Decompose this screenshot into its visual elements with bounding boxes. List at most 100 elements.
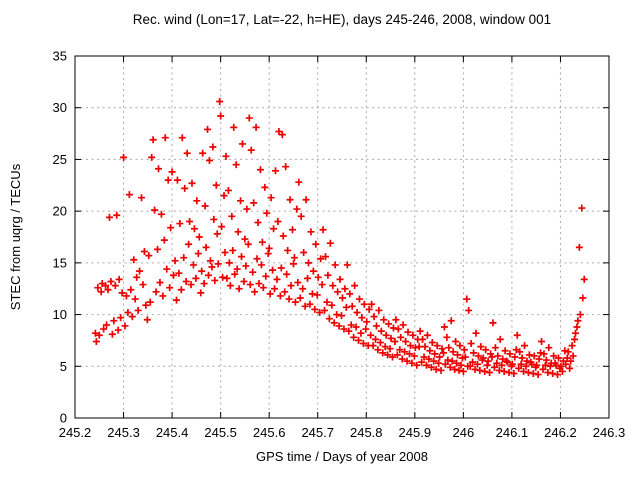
point-marker [163,265,171,273]
point-marker [459,367,467,375]
point-marker [316,309,324,317]
point-marker [277,264,285,272]
point-marker [306,300,314,308]
point-marker [143,316,151,324]
point-marker [479,354,487,362]
point-marker [308,290,316,298]
point-marker [226,282,234,290]
point-marker [172,296,180,304]
point-marker [210,215,218,223]
point-marker [389,324,397,332]
point-marker [125,191,133,199]
point-marker [178,134,186,142]
point-marker [336,275,344,283]
point-marker [233,265,241,273]
point-marker [219,273,227,281]
point-marker [261,183,269,191]
point-marker [245,114,253,122]
point-marker [289,260,297,268]
point-marker [384,351,392,359]
point-marker [284,246,292,254]
point-marker [372,322,380,330]
point-marker [347,321,355,329]
point-marker [425,355,433,363]
point-marker [557,362,565,370]
point-marker [149,136,157,144]
point-marker [159,292,167,300]
point-marker [205,271,212,279]
y-tick-label: 0 [60,411,67,426]
point-marker [224,186,232,194]
point-marker [164,176,172,184]
point-marker [317,255,325,263]
point-marker [331,261,339,269]
point-marker [530,352,538,360]
point-marker [167,224,175,232]
point-marker [136,267,144,275]
point-marker [190,225,198,233]
point-marker [185,240,193,248]
point-marker [230,123,238,131]
point-marker [431,350,439,358]
x-tick-label: 245.6 [253,425,286,440]
point-marker [304,274,312,282]
point-marker [247,146,255,154]
point-marker [573,323,581,331]
point-marker [572,329,580,337]
point-marker [448,357,456,365]
point-marker [440,323,448,331]
point-marker [375,306,383,314]
point-marker [576,311,584,319]
point-marker [441,360,449,368]
point-marker [399,321,407,329]
point-marker [490,363,498,371]
point-marker [151,206,159,214]
point-marker [110,317,118,325]
point-marker [120,153,128,161]
point-marker [517,360,525,368]
point-marker [471,365,479,373]
point-marker [566,364,574,372]
point-marker [498,361,506,369]
point-marker [244,240,252,248]
point-marker [189,261,197,269]
point-marker [328,301,336,309]
point-marker [453,359,461,367]
point-marker [333,311,341,319]
point-marker [111,282,119,290]
point-marker [542,356,550,364]
point-marker [154,245,162,253]
point-marker [578,204,586,212]
point-marker [92,337,100,345]
point-marker [381,343,389,351]
point-marker [131,295,139,303]
point-marker [321,306,329,314]
point-marker [346,290,354,298]
point-marker [300,249,308,257]
point-marker [388,353,396,361]
point-marker [180,254,188,262]
point-marker [503,357,511,365]
point-marker [443,333,451,341]
point-marker [474,352,482,360]
point-marker [140,247,148,255]
point-marker [257,261,265,269]
point-marker [183,149,191,157]
point-marker [254,219,262,227]
point-marker [522,362,530,370]
point-marker [338,294,346,302]
point-marker [267,194,275,202]
point-marker [351,282,359,290]
point-marker [409,331,417,339]
point-marker [309,267,317,275]
point-marker [278,131,286,139]
point-marker [521,342,529,350]
point-marker [318,281,326,289]
point-marker [421,343,429,351]
point-marker [552,361,560,369]
point-marker [501,347,509,355]
point-marker [285,295,293,303]
point-marker [297,212,305,220]
